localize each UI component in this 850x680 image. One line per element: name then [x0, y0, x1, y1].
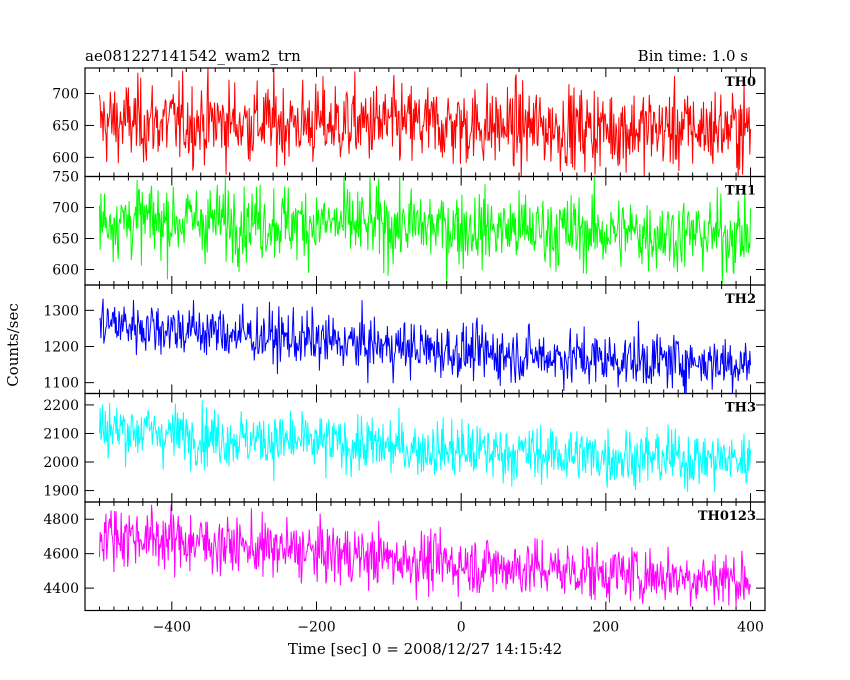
y-tick-label: 2200 [43, 398, 79, 414]
y-tick-label: 1900 [43, 484, 79, 500]
panel-th0: 600 650 700 TH0 [52, 67, 766, 178]
y-tick-label: 4400 [43, 581, 79, 597]
y-tick-label: 1200 [43, 339, 79, 355]
series-line-th0 [98, 68, 752, 177]
x-tick-label: 400 [737, 620, 764, 636]
panel-name-th3: TH3 [725, 401, 756, 416]
panel-th3: 1900 2000 2100 2200 TH3 [43, 392, 766, 503]
series-line-th0123 [98, 504, 752, 607]
panel-name-th0123: TH0123 [698, 509, 756, 524]
y-tick-label: 700 [52, 87, 79, 103]
y-tick-label: 4600 [43, 547, 79, 563]
panel-name-th1: TH1 [725, 184, 756, 199]
y-tick-label: 600 [52, 263, 79, 279]
panel-frame [84, 501, 766, 612]
panel-name-th0: TH0 [725, 75, 756, 90]
series-line-th1 [98, 176, 752, 284]
y-tick-label: 1300 [43, 303, 79, 319]
x-axis-title: Time [sec] 0 = 2008/12/27 14:15:42 [288, 640, 562, 658]
panel-th2: 1100 1200 1300 TH2 [43, 284, 766, 395]
series-line-th3 [98, 399, 752, 493]
plot-title: ae081227141542_wam2_trn [85, 47, 301, 65]
panel-name-th2: TH2 [725, 292, 756, 307]
series-line-th2 [99, 298, 752, 394]
y-tick-label: 4800 [43, 512, 79, 528]
y-tick-label: 1100 [43, 376, 79, 392]
bin-time-label: Bin time: 1.0 s [638, 47, 748, 65]
x-tick-label: −400 [153, 620, 191, 636]
y-tick-label: 650 [52, 118, 79, 134]
x-tick-label: −200 [297, 620, 335, 636]
panel-th1: 600 650 700 750 TH1 [52, 170, 766, 286]
x-tick-label: 200 [592, 620, 619, 636]
y-tick-label: 2100 [43, 426, 79, 442]
panel-th0123: 4400 4600 4800 TH0123 [43, 501, 766, 612]
y-tick-label: 600 [52, 150, 79, 166]
x-tick-label: 0 [457, 620, 466, 636]
y-tick-label: 700 [52, 201, 79, 217]
y-tick-label: 650 [52, 232, 79, 248]
y-tick-label: 750 [52, 170, 79, 186]
y-axis-title: Counts/sec [4, 303, 22, 387]
panels-group: 600 650 700 TH0 600 650 700 750 TH1 1100 1200 1300 T… [43, 67, 766, 636]
y-tick-label: 2000 [43, 455, 79, 471]
